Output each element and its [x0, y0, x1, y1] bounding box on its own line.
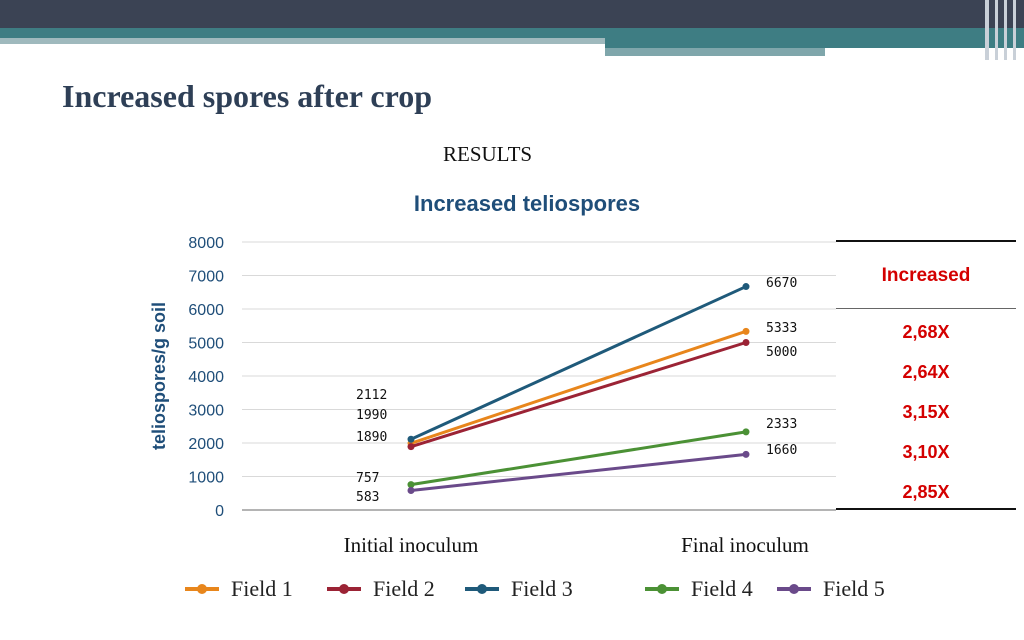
data-point [407, 486, 415, 494]
table-value-field-2: 2,64X [902, 362, 950, 382]
y-tick-label: 2000 [188, 436, 224, 453]
increase-table: Increased 2,68X 2,64X 3,15X 3,10X 2,85X [836, 240, 1016, 512]
legend-item-field-1: Field 1 [185, 572, 293, 606]
legend-label: Field 5 [823, 576, 885, 601]
table-header: Increased [881, 265, 971, 286]
data-label: 757 [356, 471, 379, 486]
legend-item-field-4: Field 4 [645, 572, 753, 606]
y-tick-label: 7000 [188, 269, 224, 286]
header-band [0, 0, 1024, 60]
x-tick-label: Initial inoculum [344, 533, 479, 557]
legend-item-field-5: Field 5 [777, 572, 885, 606]
legend-swatch [465, 584, 499, 594]
data-point [407, 435, 415, 443]
data-label: 2333 [766, 417, 797, 432]
table-value-field-1: 2,68X [902, 322, 950, 342]
data-point [742, 450, 750, 458]
y-tick-label: 8000 [188, 235, 224, 252]
data-label: 1990 [356, 408, 387, 423]
table-value-field-4: 3,10X [902, 442, 950, 462]
data-label: 5000 [766, 345, 797, 360]
chart-legend: Field 1 Field 2 Field 3 Field 4 Field 5 [185, 572, 945, 606]
series-line-field-3 [409, 285, 748, 441]
slide-subtitle: RESULTS [443, 142, 533, 166]
y-tick-label: 3000 [188, 403, 224, 420]
legend-label: Field 3 [511, 576, 573, 601]
grid-lines [242, 241, 836, 511]
legend-label: Field 4 [691, 576, 753, 601]
data-point [742, 339, 750, 346]
data-point [407, 443, 415, 451]
table-top-rule [836, 240, 1016, 242]
y-tick-label: 6000 [188, 302, 224, 319]
table-value-field-3: 3,15X [902, 402, 950, 422]
table-bottom-rule [836, 508, 1016, 510]
data-point [742, 428, 750, 436]
y-axis-label: teliospores/g soil [149, 302, 169, 450]
series-line-field-5 [409, 452, 748, 492]
y-tick-label: 1000 [188, 470, 224, 487]
data-label: 1660 [766, 443, 797, 458]
legend-swatch [327, 584, 361, 594]
legend-label: Field 2 [373, 576, 435, 601]
table-header-rule [836, 308, 1016, 309]
chart-title: Increased teliospores [414, 191, 640, 216]
table-value-field-5: 2,85X [902, 482, 950, 502]
data-label: 2112 [356, 388, 387, 403]
x-tick-labels: Initial inoculum Final inoculum [344, 533, 809, 557]
data-annotations: 2112 1990 1890 757 583 6670 5333 5000 2333 1660 [356, 276, 797, 505]
data-label: 6670 [766, 276, 797, 291]
y-tick-labels: 0 1000 2000 3000 4000 5000 6000 7000 8000 [188, 235, 224, 520]
legend-item-field-3: Field 3 [465, 572, 573, 606]
legend-swatch [777, 584, 811, 594]
data-label: 583 [356, 490, 379, 505]
data-point [407, 481, 415, 489]
y-tick-label: 4000 [188, 369, 224, 386]
data-label: 1890 [356, 430, 387, 445]
legend-swatch [185, 584, 219, 594]
legend-item-field-2: Field 2 [327, 572, 435, 606]
x-tick-label: Final inoculum [681, 533, 809, 557]
legend-swatch [645, 584, 679, 594]
series-line-field-4 [409, 430, 748, 487]
y-tick-label: 5000 [188, 336, 224, 353]
series-lines [407, 283, 750, 494]
series-line-field-1 [409, 329, 748, 445]
series-line-field-2 [409, 341, 748, 449]
slide-title: Increased spores after crop [62, 78, 433, 114]
data-point [742, 327, 750, 335]
y-tick-label: 0 [215, 503, 224, 520]
legend-label: Field 1 [231, 576, 293, 601]
data-label: 5333 [766, 321, 797, 336]
data-point [742, 283, 750, 291]
